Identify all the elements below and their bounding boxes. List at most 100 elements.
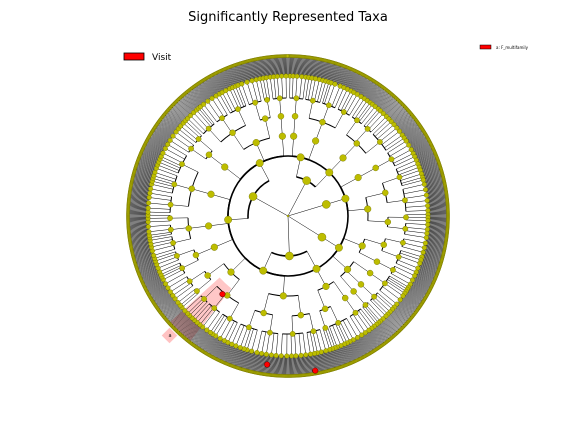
branch-line: [410, 283, 429, 294]
branch-line: [381, 319, 396, 336]
branch-line: [274, 56, 277, 77]
taxon-node: [259, 350, 265, 356]
branch-line: [229, 346, 238, 366]
branch-line: [206, 311, 220, 331]
branch-line: [376, 92, 390, 108]
taxon-node: [285, 54, 290, 58]
branch-line: [399, 300, 416, 313]
taxon-node: [323, 348, 329, 354]
branch-line: [230, 346, 239, 366]
branch-line: [199, 82, 211, 100]
branch-line: [143, 275, 162, 285]
branch-line: [275, 56, 278, 77]
branch-line: [427, 202, 448, 205]
branch-line: [206, 336, 217, 354]
branch-line: [143, 147, 162, 157]
branch-line: [374, 326, 387, 343]
taxon-node: [160, 150, 166, 156]
branch-line: [403, 189, 426, 195]
taxon-node: [255, 159, 264, 167]
branch-line: [175, 315, 191, 331]
branch-line: [412, 278, 432, 289]
branch-line: [319, 81, 327, 103]
branch-line: [400, 120, 417, 133]
branch-line: [132, 248, 152, 254]
branch-line: [427, 220, 448, 223]
branch-line: [346, 270, 362, 285]
branch-line: [129, 235, 150, 239]
branch-line: [144, 144, 163, 155]
branch-line: [219, 71, 229, 90]
taxon-node: [290, 132, 298, 140]
branch-line: [360, 308, 375, 327]
branch-line: [416, 270, 436, 280]
branch-line: [167, 110, 183, 124]
branch-line: [218, 342, 228, 361]
taxon-node: [248, 192, 258, 201]
branch-line: [187, 90, 201, 107]
branch-line: [160, 119, 177, 132]
branch-line: [173, 313, 188, 328]
branch-line: [345, 70, 355, 89]
branch-line: [198, 138, 213, 151]
branch-line: [399, 119, 416, 132]
branch-line: [344, 343, 354, 363]
branch-line: [147, 139, 166, 150]
branch-line: [128, 203, 149, 206]
branch-line: [426, 191, 447, 196]
branch-line: [427, 208, 448, 211]
branch-line: [405, 292, 423, 304]
branch-line: [280, 56, 282, 77]
branch-line: [411, 280, 430, 291]
branch-line: [180, 96, 195, 113]
branch-line: [131, 246, 152, 252]
taxon-node: [209, 95, 215, 101]
branch-line: [377, 292, 395, 308]
branch-line: [419, 264, 439, 272]
branch-line: [133, 174, 153, 180]
branch-line: [327, 62, 334, 82]
branch-line: [152, 291, 171, 303]
branch-line: [403, 125, 421, 138]
branch-line: [148, 136, 167, 148]
branch-line: [187, 298, 204, 314]
branch-line: [427, 224, 448, 226]
branch-line: [130, 238, 150, 243]
taxon-node: [422, 240, 428, 246]
branch-line: [426, 190, 447, 195]
branch-line: [400, 299, 417, 312]
branch-line: [287, 215, 290, 256]
branch-line: [414, 276, 433, 286]
branch-line: [425, 188, 446, 193]
branch-line: [414, 146, 433, 156]
branch-line: [388, 104, 403, 119]
branch-line: [353, 339, 364, 358]
branch-line: [367, 302, 384, 320]
branch-line: [208, 76, 220, 95]
branch-line: [132, 176, 153, 183]
branch-line: [190, 327, 204, 344]
branch-line: [269, 314, 273, 333]
branch-line: [304, 57, 308, 78]
branch-line: [129, 232, 150, 236]
branch-line: [131, 245, 152, 250]
branch-line: [252, 59, 258, 80]
taxon-node: [425, 222, 431, 228]
branch-line: [166, 307, 183, 322]
branch-line: [162, 152, 183, 164]
branch-line: [332, 325, 342, 346]
branch-line: [308, 57, 313, 78]
branch-line: [351, 340, 361, 359]
branch-line: [136, 163, 156, 171]
branch-line: [332, 348, 340, 368]
branch-line: [349, 72, 360, 91]
taxon-node: [237, 345, 243, 351]
branch-line: [356, 337, 368, 356]
branch-line: [171, 106, 187, 121]
branch-line: [229, 67, 237, 86]
taxon-node: [402, 225, 409, 232]
branch-line: [391, 108, 408, 123]
branch-line: [199, 332, 211, 350]
branch-line: [293, 56, 296, 77]
branch-line: [185, 120, 202, 136]
